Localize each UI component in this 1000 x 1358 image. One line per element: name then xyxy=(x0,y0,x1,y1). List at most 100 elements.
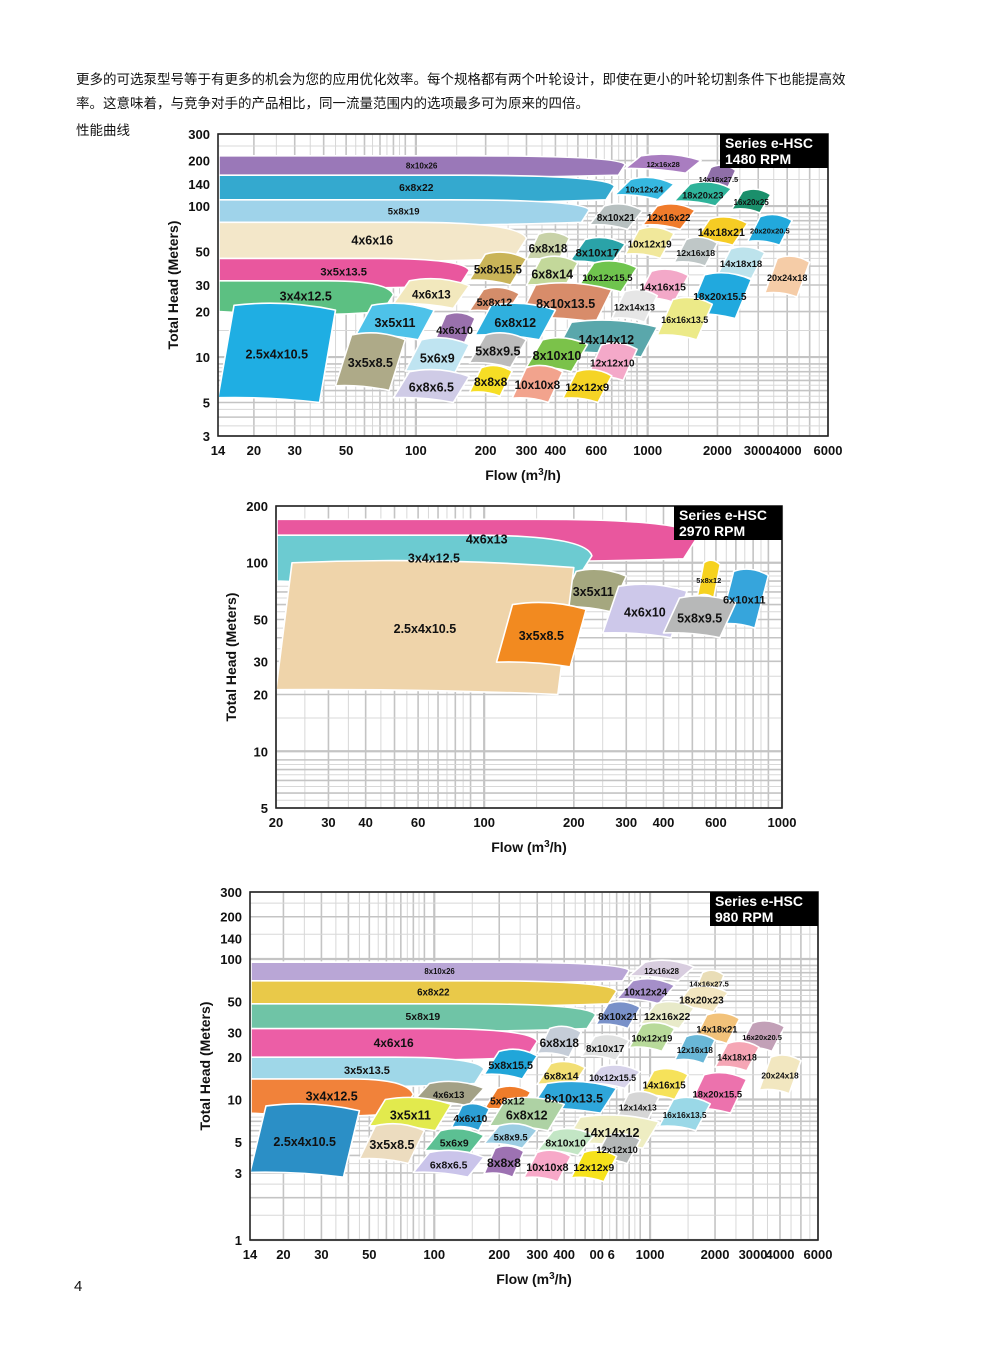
x-tick-label: 20 xyxy=(269,815,283,830)
region-label: 20x20x20.5 xyxy=(750,227,790,236)
region-10x12x24 xyxy=(613,176,675,201)
region-2.5x4x10.5 xyxy=(249,1103,361,1178)
region-8x10x21 xyxy=(588,203,644,231)
y-tick-label: 30 xyxy=(254,654,268,669)
x-tick-label: 300 xyxy=(516,443,538,458)
region-6x8x6.5 xyxy=(392,368,471,404)
x-tick-label: 6000 xyxy=(804,1247,833,1262)
x-tick-label: 20 xyxy=(276,1247,290,1262)
region-label: 3x5x13.5 xyxy=(320,267,367,279)
x-tick-label: 4000 xyxy=(766,1247,795,1262)
region-label: 20x24x18 xyxy=(767,273,807,283)
region-label: 18x20x23 xyxy=(682,190,723,200)
x-tick-label: 400 xyxy=(553,1247,575,1262)
x-tick-label: 40 xyxy=(358,815,372,830)
region-10x10x8 xyxy=(511,364,564,404)
x-tick-label: 20 xyxy=(247,443,261,458)
region-label: 14x16x27.5 xyxy=(699,175,739,184)
pump-regions xyxy=(249,959,802,1183)
region-label: 10x12x19 xyxy=(631,1033,672,1043)
y-axis-title: Total Head (Meters) xyxy=(197,1002,213,1131)
region-label: 4x6x16 xyxy=(351,234,393,248)
x-tick-label: 300 xyxy=(526,1247,548,1262)
region-label: 10x12x19 xyxy=(628,239,672,250)
region-label: 16x16x13.5 xyxy=(661,315,708,325)
region-label: 6x8x18 xyxy=(529,243,568,256)
region-label: 12x14x13 xyxy=(619,1102,657,1112)
region-4x6x10 xyxy=(601,583,688,639)
y-tick-label: 50 xyxy=(228,994,242,1009)
region-12x12x9 xyxy=(570,1149,618,1183)
region-label: 5x8x19 xyxy=(388,206,420,217)
y-tick-label: 50 xyxy=(254,612,268,627)
y-tick-label: 200 xyxy=(220,910,242,925)
y-tick-label: 10 xyxy=(254,744,268,759)
x-axis-title-main: Flow (m xyxy=(491,839,544,855)
series-label: Series e-HSC xyxy=(715,893,803,909)
region-10x12x19 xyxy=(624,226,675,260)
y-tick-label: 200 xyxy=(246,499,268,514)
y-tick-label: 20 xyxy=(196,305,210,320)
region-label: 8x10x26 xyxy=(406,161,438,170)
x-tick-label: 3000 xyxy=(739,1247,768,1262)
region-label: 8x10x13.5 xyxy=(544,1092,603,1106)
x-axis-title-end: /h) xyxy=(550,839,567,855)
y-axis-title: Total Head (Meters) xyxy=(165,221,181,350)
y-tick-label: 5 xyxy=(235,1135,242,1150)
region-label: 14x16x15 xyxy=(643,1081,687,1092)
region-label: 2.5x4x10.5 xyxy=(273,1135,336,1149)
region-16x16x13.5 xyxy=(656,296,714,341)
region-12x16x18 xyxy=(673,1033,716,1065)
x-tick-label: 1000 xyxy=(633,443,662,458)
y-tick-label: 300 xyxy=(188,127,210,142)
region-label: 8x10x17 xyxy=(576,248,620,260)
x-tick-label: 14 xyxy=(211,443,226,458)
x-axis-title-sup: 3 xyxy=(549,1271,555,1282)
region-5x8x15.5 xyxy=(468,251,528,286)
region-label: 12x12x10 xyxy=(596,1145,637,1155)
y-tick-label: 100 xyxy=(246,556,268,571)
region-label: 6x8x18 xyxy=(540,1036,580,1050)
x-tick-label: 600 xyxy=(585,443,607,458)
region-label: 14x18x18 xyxy=(720,259,762,270)
region-3x5x8.5 xyxy=(358,1122,426,1165)
region-label: 6x8x22 xyxy=(399,183,434,194)
region-label: 18x20x15.5 xyxy=(693,292,747,303)
region-label: 4x6x13 xyxy=(412,289,451,302)
x-tick-label: 200 xyxy=(488,1247,510,1262)
region-16x20x25 xyxy=(730,188,772,214)
region-label: 12x16x22 xyxy=(644,1012,690,1023)
region-label: 3x5x11 xyxy=(573,585,614,599)
region-label: 5x8x15.5 xyxy=(474,265,523,277)
region-20x20x20.5 xyxy=(746,213,793,247)
region-10x10x8 xyxy=(523,1149,572,1183)
region-label: 3x5x13.5 xyxy=(344,1065,390,1077)
region-label: 6x8x6.5 xyxy=(430,1160,468,1171)
section-subtitle: 性能曲线 xyxy=(76,123,130,138)
y-tick-label: 10 xyxy=(228,1093,242,1108)
x-tick-label: 4000 xyxy=(773,443,802,458)
y-tick-label: 140 xyxy=(220,931,242,946)
region-label: 10x12x24 xyxy=(624,988,668,999)
region-12x16x22 xyxy=(641,203,696,231)
x-tick-label: 100 xyxy=(423,1247,445,1262)
region-label: 10x10x8 xyxy=(515,379,561,392)
region-label: 8x10x21 xyxy=(598,1012,638,1023)
y-tick-label: 140 xyxy=(188,177,210,192)
region-label: 14x18x21 xyxy=(698,227,745,239)
region-label: 12x16x28 xyxy=(644,967,679,976)
x-tick-label: 2000 xyxy=(703,443,732,458)
region-label: 5x8x12 xyxy=(490,1096,525,1107)
region-18x20x23 xyxy=(673,181,733,207)
region-label: 18x20x15.5 xyxy=(693,1088,743,1099)
y-tick-label: 1 xyxy=(235,1233,242,1248)
region-label: 12x16x18 xyxy=(676,248,715,258)
region-label: 8x10x17 xyxy=(586,1044,625,1055)
x-tick-label: 1000 xyxy=(636,1247,665,1262)
x-tick-label: 2000 xyxy=(701,1247,730,1262)
region-label: 4x6x13 xyxy=(466,532,508,546)
region-5x8x9.5 xyxy=(662,595,737,639)
region-label: 10x12x24 xyxy=(625,185,663,195)
x-tick-label: 30 xyxy=(321,815,335,830)
